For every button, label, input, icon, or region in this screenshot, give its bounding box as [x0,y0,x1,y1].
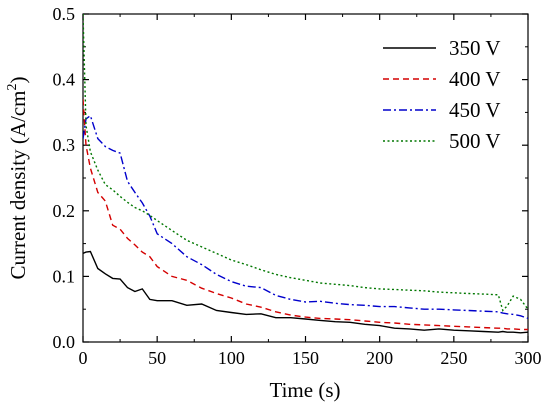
x-tick-label: 100 [218,348,245,368]
x-tick-label: 0 [79,348,88,368]
x-tick-label: 200 [366,348,393,368]
series-line-450-v [83,114,528,320]
y-tick-label: 0.4 [53,70,76,90]
x-tick-label: 300 [515,348,542,368]
y-tick-label: 0.3 [53,135,76,155]
x-axis-title: Time (s) [270,378,341,402]
y-axis-title-main: Current density (A/cm [6,91,30,280]
y-tick-label: 0.0 [53,332,76,352]
legend-label: 450 V [449,98,501,122]
x-axis-ticks: 0 50 100 150 200 250 300 [79,14,542,368]
legend-label: 500 V [449,129,501,153]
x-tick-label: 250 [440,348,467,368]
x-tick-label: 150 [292,348,319,368]
legend-label: 400 V [449,67,501,91]
y-axis-ticks: 0.0 0.1 0.2 0.3 0.4 0.5 [53,4,528,352]
y-axis-title-suffix: ) [6,77,30,84]
y-axis-title: Current density (A/cm2) [5,77,30,280]
y-tick-label: 0.1 [53,266,76,286]
series-line-350-v [83,250,528,334]
y-tick-label: 0.5 [53,4,76,24]
legend: 350 V 400 V 450 V 500 V [383,36,501,153]
y-axis-title-sup: 2 [5,84,20,91]
series-group [83,14,528,334]
series-line-400-v [83,99,528,331]
y-tick-label: 0.2 [53,201,76,221]
x-tick-label: 50 [148,348,166,368]
legend-label: 350 V [449,36,501,60]
